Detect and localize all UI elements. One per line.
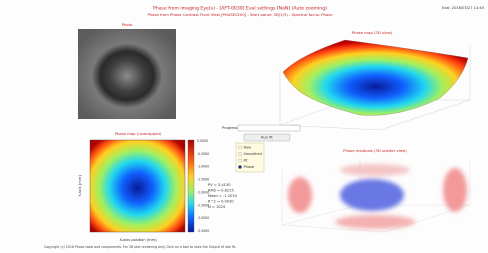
colorbar-tick-label: -3.0000 [197,216,209,220]
scatter-caption: Phase residuals (3D scatter view) [343,148,407,153]
photo-caption: Photo [122,22,134,27]
colorbar-tick-label: -1.0000 [197,165,209,169]
window-subtitle: Phase from Phase Contrast Front View [PH… [147,12,333,17]
radio-button[interactable] [238,152,241,155]
heatmap [90,140,185,232]
colorbar-tick-label: -1.5000 [197,178,209,182]
scatter-points [288,164,467,229]
x-axis-label: X-axis position [mm] [119,238,157,242]
heatmap-caption: Phase map (unwrapped) [115,131,162,136]
stat-line: RMS = 0.8215 [208,189,234,193]
stat-line: PV = 3.4130 [208,183,231,187]
radio-label[interactable]: Raw [244,146,252,150]
window-title: Phase from imaging Eye(s) - [AFT-0030] E… [153,6,327,12]
progress-label: Progress: [222,126,239,130]
footer: Copyright (c) 2018 Phase tools and compo… [44,245,236,249]
radio-label[interactable]: Fit [244,159,249,163]
surface-plot [283,40,468,115]
colorbar-tick-label: -0.5000 [197,152,209,156]
timestamp: Eval: 2018/03/27 13:45 [442,6,484,10]
radio-button[interactable] [238,146,241,149]
radio-button[interactable] [238,159,241,162]
progress-bar [238,125,300,131]
colorbar-tick-label: -3.5000 [197,229,209,233]
stat-line: Mean = -1.2010 [208,194,238,198]
radio-button[interactable] [238,165,241,168]
photo [78,29,176,119]
app-window: Phase from imaging Eye(s) - [AFT-0030] E… [0,0,488,253]
y-axis-label: Y-axis [mm] [78,175,82,197]
radio-label[interactable]: Smoothed [244,152,262,156]
screen: Phase from imaging Eye(s) - [AFT-0030] E… [0,0,488,253]
run-button-label[interactable]: Run fit [261,136,273,140]
colorbar [188,140,194,232]
stat-line: R^2 = 0.9930 [208,200,234,204]
colorbar-tick-label: 0.0000 [197,139,208,143]
stat-line: N = 1024 [208,205,226,209]
surface-caption: Phase map (3D view) [352,30,393,35]
radio-label[interactable]: Phase [244,165,256,169]
